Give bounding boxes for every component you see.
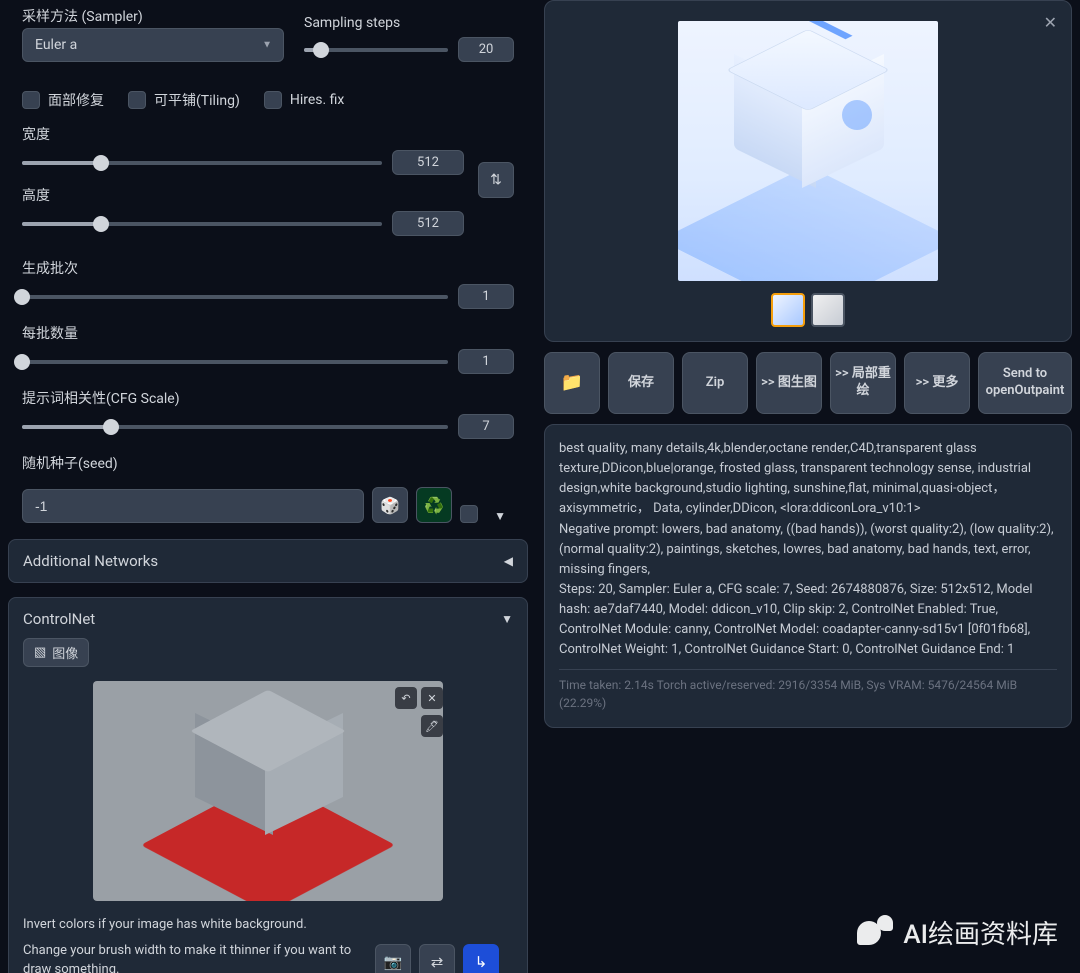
send-more-button[interactable]: >> 更多 (904, 352, 970, 414)
controlnet-image-tab[interactable]: ▧ 图像 (23, 638, 89, 667)
brush-button[interactable]: 🖊 (421, 715, 443, 737)
hires-fix-check[interactable]: Hires. fix (264, 91, 345, 109)
batch-count-value[interactable]: 1 (458, 284, 514, 309)
output-image[interactable] (678, 21, 938, 281)
params-text: Steps: 20, Sampler: Euler a, CFG scale: … (559, 580, 1057, 661)
tiling-check[interactable]: 可平铺(Tiling) (128, 90, 240, 110)
face-restore-check[interactable]: 面部修复 (22, 90, 104, 110)
triangle-down-icon[interactable]: ▼ (501, 612, 513, 626)
output-panel: ✕ 📁 保存 Zip >> 图生图 >> 局部重绘 (544, 0, 1072, 973)
triangle-left-icon: ◀ (504, 554, 513, 568)
cfg-slider[interactable] (22, 425, 448, 429)
output-image-card: ✕ (544, 0, 1072, 342)
swap-dimensions-button[interactable]: ⇅ (478, 162, 514, 198)
width-label: 宽度 (22, 124, 464, 144)
steps-label: Sampling steps (304, 15, 400, 31)
seed-expand-toggle[interactable]: ▼ (486, 509, 514, 523)
height-value[interactable]: 512 (392, 211, 464, 236)
cfg-value[interactable]: 7 (458, 414, 514, 439)
controlnet-section: ControlNet ▼ ▧ 图像 (8, 597, 528, 973)
generation-info: best quality, many details,4k,blender,oc… (544, 424, 1072, 728)
output-thumb-2[interactable] (811, 293, 845, 327)
image-icon: ▧ (34, 645, 46, 660)
send-img2img-button[interactable]: >> 图生图 (756, 352, 822, 414)
settings-panel: 采样方法 (Sampler) Euler a ▼ Sampling steps … (8, 0, 532, 973)
width-slider[interactable] (22, 161, 382, 165)
batch-size-slider[interactable] (22, 360, 448, 364)
swap-button[interactable]: ⇄ (419, 944, 455, 973)
output-thumb-1[interactable] (771, 293, 805, 327)
neg-prompt-label: Negative prompt: (559, 522, 662, 537)
batch-size-value[interactable]: 1 (458, 349, 514, 374)
camera-button[interactable]: 📷 (375, 944, 411, 973)
send-openoutpaint-button[interactable]: Send to openOutpaint (978, 352, 1072, 414)
undo-button[interactable]: ↶ (395, 687, 417, 709)
send-dimensions-button[interactable]: ↳ (463, 944, 499, 973)
sampler-label: 采样方法 (Sampler) (22, 6, 143, 26)
zip-button[interactable]: Zip (682, 352, 748, 414)
steps-slider[interactable] (304, 48, 448, 52)
clear-button[interactable]: ✕ (421, 687, 443, 709)
batch-count-slider[interactable] (22, 295, 448, 299)
open-folder-button[interactable]: 📁 (544, 352, 600, 414)
dice-button[interactable]: 🎲 (372, 487, 408, 523)
seed-label: 随机种子(seed) (22, 453, 514, 473)
output-actions-row: 📁 保存 Zip >> 图生图 >> 局部重绘 >> 更多 Send to op… (544, 352, 1072, 414)
close-icon[interactable]: ✕ (1044, 13, 1057, 32)
recycle-button[interactable]: ♻️ (416, 487, 452, 523)
width-value[interactable]: 512 (392, 150, 464, 175)
controlnet-preview-image[interactable] (93, 681, 443, 901)
controlnet-title: ControlNet (23, 610, 95, 628)
sampler-select[interactable]: Euler a (22, 28, 284, 62)
steps-value[interactable]: 20 (458, 37, 514, 62)
additional-networks-accordion[interactable]: Additional Networks ◀ (8, 539, 528, 583)
height-label: 高度 (22, 185, 464, 205)
time-taken-text: Time taken: 2.14s Torch active/reserved:… (559, 669, 1057, 713)
cfg-label: 提示词相关性(CFG Scale) (22, 388, 514, 408)
seed-input[interactable] (22, 489, 364, 523)
controlnet-hint-1: Invert colors if your image has white ba… (23, 915, 513, 935)
prompt-text: best quality, many details,4k,blender,oc… (559, 439, 1057, 520)
watermark: AI绘画资料库 (857, 914, 1058, 951)
batch-count-label: 生成批次 (22, 258, 514, 278)
send-inpaint-button[interactable]: >> 局部重绘 (830, 352, 896, 414)
batch-size-label: 每批数量 (22, 323, 514, 343)
seed-extra-check[interactable] (460, 505, 478, 523)
save-button[interactable]: 保存 (608, 352, 674, 414)
height-slider[interactable] (22, 222, 382, 226)
wechat-icon (857, 915, 893, 951)
